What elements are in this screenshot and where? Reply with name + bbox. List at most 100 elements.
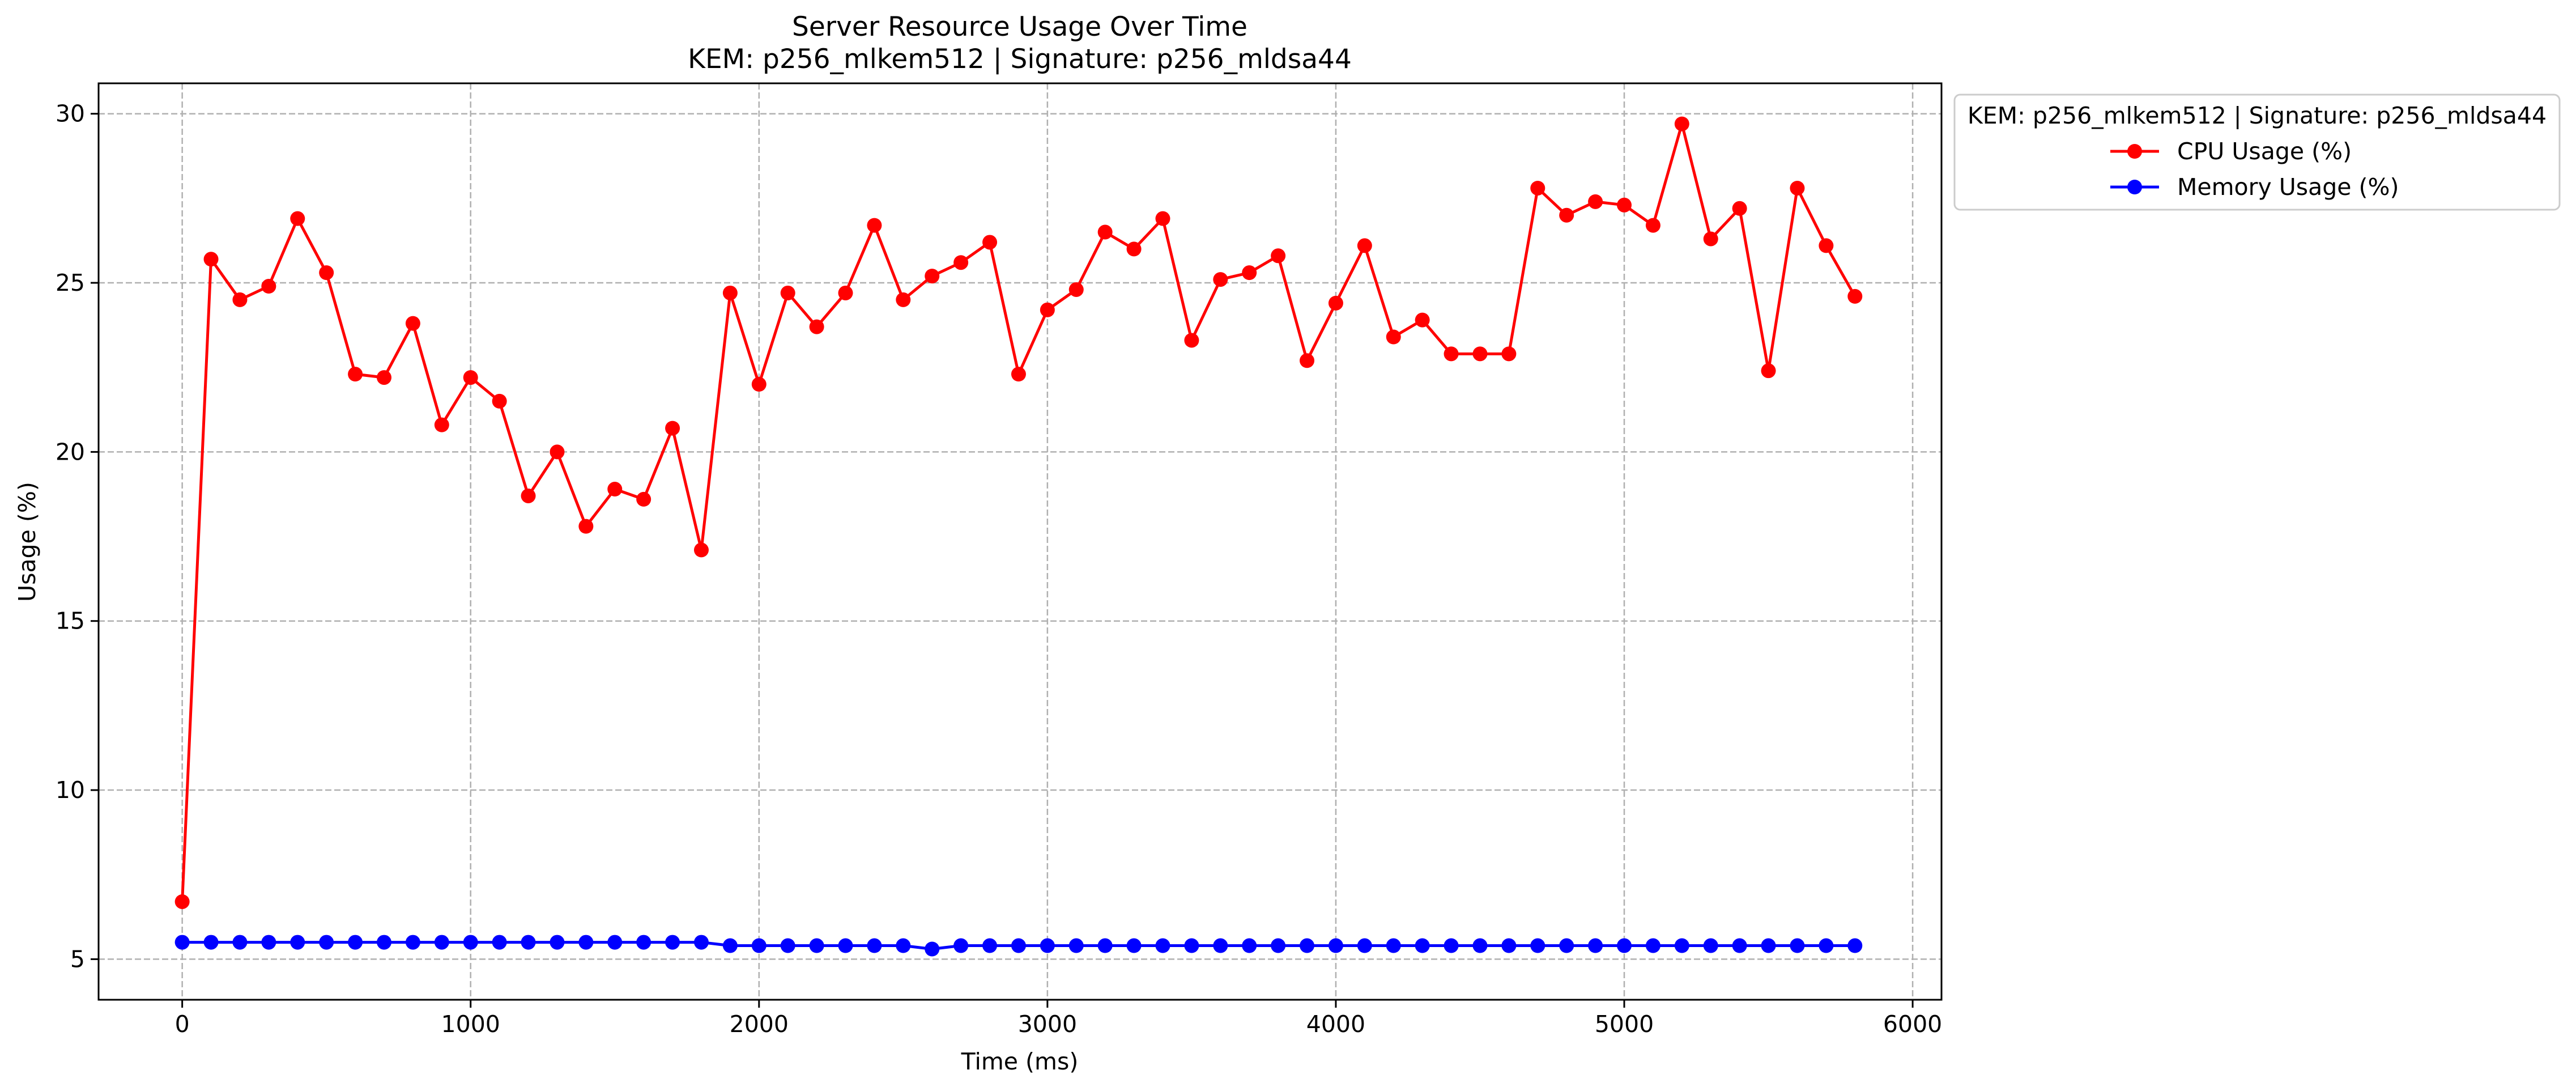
- data-point-cpu: [1242, 265, 1257, 281]
- data-point-cpu: [982, 235, 998, 250]
- data-point-cpu: [1703, 231, 1718, 247]
- data-point-cpu: [1184, 333, 1199, 348]
- data-point-memory: [1588, 938, 1603, 953]
- x-tick-label: 1000: [441, 1011, 500, 1038]
- data-point-memory: [232, 935, 248, 950]
- data-point-cpu: [1357, 238, 1372, 253]
- data-point-memory: [607, 935, 623, 950]
- data-point-cpu: [722, 285, 738, 300]
- data-point-cpu: [1068, 282, 1084, 297]
- chart-title-line-2: KEM: p256_mlkem512 | Signature: p256_mld…: [688, 44, 1352, 75]
- data-point-memory: [1126, 938, 1142, 953]
- y-tick-label: 30: [56, 100, 85, 128]
- legend-memory-marker: [2127, 180, 2142, 194]
- grid: [99, 83, 1941, 1000]
- data-point-cpu: [1732, 201, 1747, 216]
- data-point-memory: [953, 938, 969, 953]
- legend-title: KEM: p256_mlkem512 | Signature: p256_mld…: [1968, 102, 2547, 129]
- data-point-cpu: [1213, 272, 1228, 287]
- data-point-memory: [1732, 938, 1747, 953]
- data-point-cpu: [925, 269, 940, 284]
- x-tick-label: 0: [175, 1011, 190, 1038]
- data-point-memory: [463, 935, 478, 950]
- data-point-memory: [751, 938, 767, 953]
- y-tick-label: 20: [56, 438, 85, 465]
- legend: KEM: p256_mlkem512 | Signature: p256_mld…: [1953, 94, 2561, 211]
- data-point-memory: [1501, 938, 1517, 953]
- data-point-memory: [1559, 938, 1574, 953]
- data-point-cpu: [1501, 346, 1517, 362]
- x-axis: 0 1000 2000 3000 4000 5000 6000: [175, 1000, 1942, 1038]
- data-point-memory: [1097, 938, 1113, 953]
- data-point-cpu: [1617, 197, 1632, 213]
- data-point-cpu: [290, 211, 305, 226]
- data-point-cpu: [809, 319, 824, 334]
- x-tick-label: 3000: [1018, 1011, 1077, 1038]
- data-point-memory: [521, 935, 536, 950]
- legend-cpu-label: CPU Usage (%): [2177, 138, 2352, 165]
- data-point-cpu: [1847, 288, 1863, 304]
- series-cpu: [174, 116, 1863, 909]
- data-point-memory: [1472, 938, 1488, 953]
- data-point-memory: [982, 938, 998, 953]
- data-point-memory: [174, 935, 190, 950]
- data-point-cpu: [896, 292, 911, 307]
- data-point-cpu: [319, 265, 334, 281]
- y-axis-label: Usage (%): [14, 482, 41, 602]
- data-point-cpu: [1472, 346, 1488, 362]
- data-point-memory: [492, 935, 507, 950]
- x-tick-label: 2000: [730, 1011, 789, 1038]
- data-point-cpu: [521, 488, 536, 503]
- data-point-cpu: [492, 393, 507, 409]
- data-point-memory: [1040, 938, 1055, 953]
- y-axis: 5 10 15 20 25 30: [56, 100, 99, 973]
- data-point-cpu: [463, 370, 478, 385]
- x-tick-label: 4000: [1306, 1011, 1365, 1038]
- data-point-memory: [578, 935, 594, 950]
- y-tick-label: 15: [56, 608, 85, 635]
- data-point-memory: [1242, 938, 1257, 953]
- data-point-cpu: [1386, 329, 1401, 345]
- data-point-cpu: [1328, 295, 1343, 311]
- data-point-cpu: [1097, 224, 1113, 240]
- data-point-memory: [838, 938, 853, 953]
- data-point-cpu: [1011, 367, 1026, 382]
- data-point-memory: [405, 935, 420, 950]
- data-point-cpu: [693, 542, 709, 558]
- data-point-memory: [896, 938, 911, 953]
- data-point-memory: [925, 941, 940, 957]
- data-point-cpu: [405, 316, 420, 331]
- data-point-cpu: [1126, 241, 1142, 257]
- data-point-memory: [1617, 938, 1632, 953]
- data-point-cpu: [1530, 180, 1545, 196]
- data-point-cpu: [1761, 363, 1776, 379]
- data-point-cpu: [1271, 248, 1286, 264]
- data-point-cpu: [1155, 211, 1170, 226]
- data-point-memory: [809, 938, 824, 953]
- data-point-memory: [1357, 938, 1372, 953]
- data-point-memory: [319, 935, 334, 950]
- y-tick-label: 10: [56, 776, 85, 804]
- legend-memory-label: Memory Usage (%): [2177, 173, 2399, 201]
- data-point-memory: [867, 938, 882, 953]
- series-layer: [174, 116, 1863, 957]
- data-point-cpu: [838, 285, 853, 300]
- data-point-cpu: [953, 255, 969, 270]
- data-point-cpu: [376, 370, 391, 385]
- data-point-cpu: [203, 252, 219, 267]
- data-point-memory: [780, 938, 795, 953]
- data-point-memory: [261, 935, 276, 950]
- data-point-cpu: [1819, 238, 1834, 253]
- legend-cpu-marker: [2127, 144, 2142, 159]
- data-point-memory: [1300, 938, 1315, 953]
- chart-title-line-1: Server Resource Usage Over Time: [792, 11, 1247, 43]
- data-point-memory: [1068, 938, 1084, 953]
- data-point-memory: [1271, 938, 1286, 953]
- y-tick-label: 5: [70, 945, 85, 973]
- data-point-cpu: [867, 218, 882, 233]
- data-point-memory: [1184, 938, 1199, 953]
- x-tick-label: 6000: [1883, 1011, 1942, 1038]
- data-point-memory: [376, 935, 391, 950]
- data-point-cpu: [1790, 180, 1805, 196]
